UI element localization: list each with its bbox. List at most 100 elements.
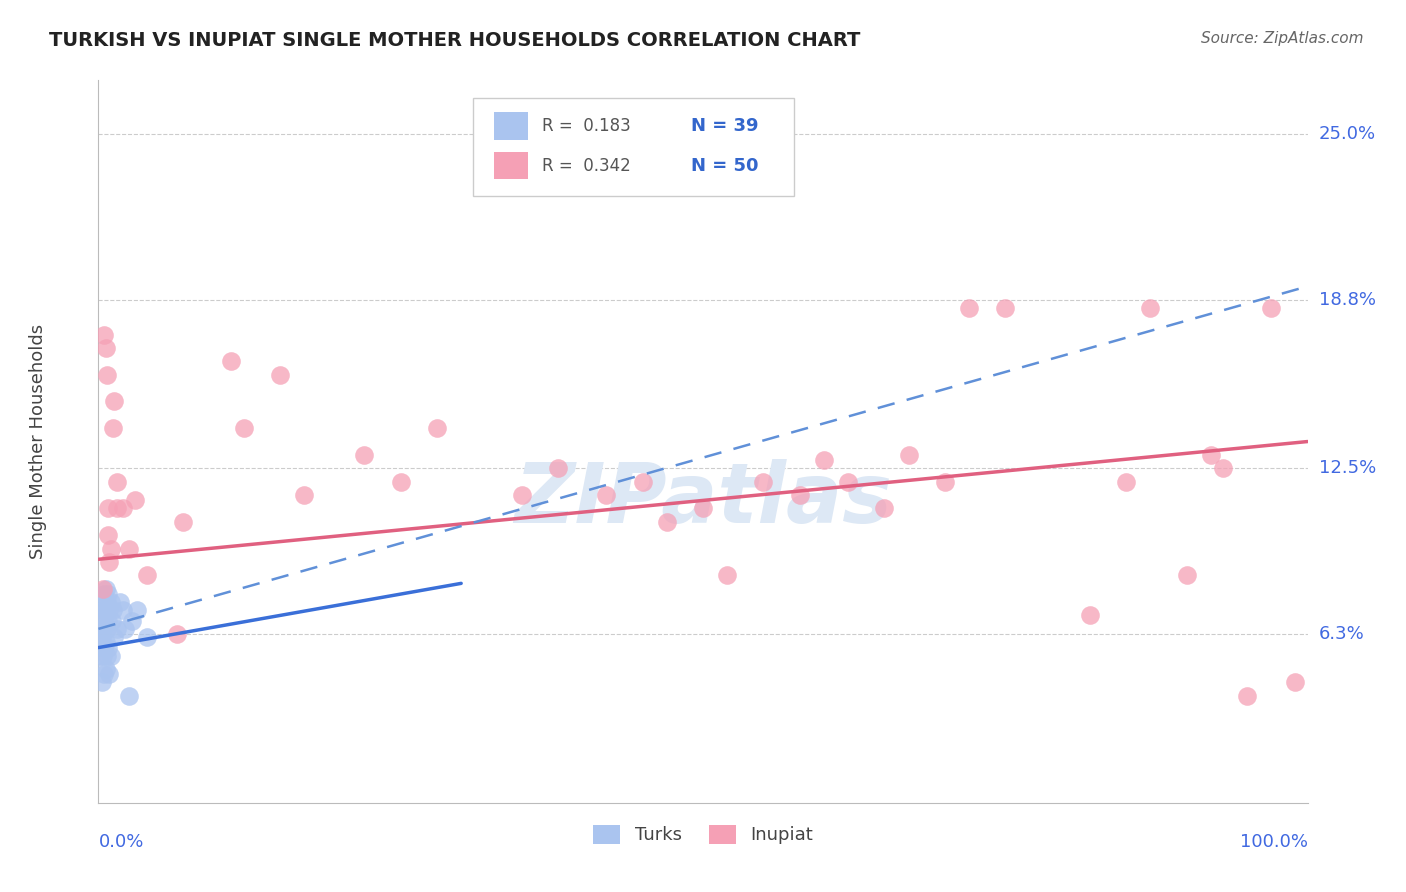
Point bbox=[1139, 301, 1161, 315]
Text: ZIPatlas: ZIPatlas bbox=[515, 458, 891, 540]
Point bbox=[96, 368, 118, 382]
FancyBboxPatch shape bbox=[474, 98, 793, 196]
Point bbox=[97, 528, 120, 542]
Point bbox=[100, 648, 122, 663]
Point bbox=[91, 675, 114, 690]
Legend: Turks, Inupiat: Turks, Inupiat bbox=[586, 818, 820, 852]
Point bbox=[292, 488, 315, 502]
Bar bbox=[494, 152, 527, 179]
Point bbox=[934, 475, 956, 489]
Text: 12.5%: 12.5% bbox=[1319, 459, 1376, 477]
Point bbox=[692, 501, 714, 516]
Point bbox=[97, 501, 120, 516]
Point bbox=[97, 587, 120, 601]
Point bbox=[389, 475, 412, 489]
Point bbox=[91, 603, 114, 617]
Point bbox=[1260, 301, 1282, 315]
Point bbox=[93, 667, 115, 681]
Point bbox=[789, 488, 811, 502]
Point bbox=[89, 622, 111, 636]
Point bbox=[103, 630, 125, 644]
Point bbox=[1236, 689, 1258, 703]
Text: 0.0%: 0.0% bbox=[98, 833, 143, 851]
Point bbox=[100, 541, 122, 556]
Point bbox=[105, 501, 128, 516]
Point bbox=[1284, 675, 1306, 690]
Point bbox=[269, 368, 291, 382]
Point bbox=[105, 475, 128, 489]
Point bbox=[121, 614, 143, 628]
Point bbox=[957, 301, 980, 315]
Point bbox=[96, 648, 118, 663]
Point bbox=[135, 568, 157, 582]
Point bbox=[94, 662, 117, 676]
Point bbox=[166, 627, 188, 641]
Point bbox=[93, 614, 115, 628]
Text: 6.3%: 6.3% bbox=[1319, 625, 1364, 643]
Point bbox=[90, 608, 112, 623]
Point bbox=[510, 488, 533, 502]
Text: Single Mother Households: Single Mother Households bbox=[30, 324, 46, 559]
Point bbox=[353, 448, 375, 462]
Point bbox=[897, 448, 920, 462]
Point bbox=[716, 568, 738, 582]
Point bbox=[97, 640, 120, 655]
Point bbox=[90, 635, 112, 649]
Point bbox=[100, 595, 122, 609]
Point bbox=[655, 515, 678, 529]
Point bbox=[91, 630, 114, 644]
Point bbox=[114, 622, 136, 636]
Text: N = 50: N = 50 bbox=[690, 156, 758, 175]
Bar bbox=[494, 112, 527, 139]
Point bbox=[98, 603, 121, 617]
Point bbox=[91, 648, 114, 663]
Text: TURKISH VS INUPIAT SINGLE MOTHER HOUSEHOLDS CORRELATION CHART: TURKISH VS INUPIAT SINGLE MOTHER HOUSEHO… bbox=[49, 31, 860, 50]
Point bbox=[426, 421, 449, 435]
Point bbox=[1175, 568, 1198, 582]
Point bbox=[93, 587, 115, 601]
Point bbox=[101, 421, 124, 435]
Point bbox=[1199, 448, 1222, 462]
Point bbox=[103, 394, 125, 409]
Point bbox=[124, 493, 146, 508]
Text: Source: ZipAtlas.com: Source: ZipAtlas.com bbox=[1201, 31, 1364, 46]
Point bbox=[111, 501, 134, 516]
Point bbox=[118, 689, 141, 703]
Point bbox=[100, 614, 122, 628]
Point bbox=[94, 341, 117, 355]
Point bbox=[93, 640, 115, 655]
Text: 18.8%: 18.8% bbox=[1319, 291, 1375, 309]
Point bbox=[994, 301, 1017, 315]
Point bbox=[118, 541, 141, 556]
Point bbox=[1212, 461, 1234, 475]
Point bbox=[108, 595, 131, 609]
Point bbox=[873, 501, 896, 516]
Text: 25.0%: 25.0% bbox=[1319, 125, 1376, 143]
Point bbox=[91, 582, 114, 596]
Point bbox=[595, 488, 617, 502]
Point bbox=[547, 461, 569, 475]
Point bbox=[172, 515, 194, 529]
Point bbox=[221, 354, 243, 368]
Point bbox=[752, 475, 775, 489]
Point bbox=[232, 421, 254, 435]
Text: R =  0.342: R = 0.342 bbox=[543, 156, 631, 175]
Text: 100.0%: 100.0% bbox=[1240, 833, 1308, 851]
Point bbox=[98, 667, 121, 681]
Point bbox=[94, 635, 117, 649]
Text: N = 39: N = 39 bbox=[690, 117, 758, 135]
Point bbox=[91, 622, 114, 636]
Point bbox=[98, 555, 121, 569]
Point bbox=[837, 475, 859, 489]
Point bbox=[111, 603, 134, 617]
Point bbox=[89, 648, 111, 663]
Point bbox=[91, 595, 114, 609]
Point bbox=[94, 603, 117, 617]
Text: R =  0.183: R = 0.183 bbox=[543, 117, 631, 135]
Point bbox=[127, 603, 149, 617]
Point bbox=[813, 453, 835, 467]
Point bbox=[94, 582, 117, 596]
Point bbox=[135, 630, 157, 644]
Point bbox=[631, 475, 654, 489]
Point bbox=[1115, 475, 1137, 489]
